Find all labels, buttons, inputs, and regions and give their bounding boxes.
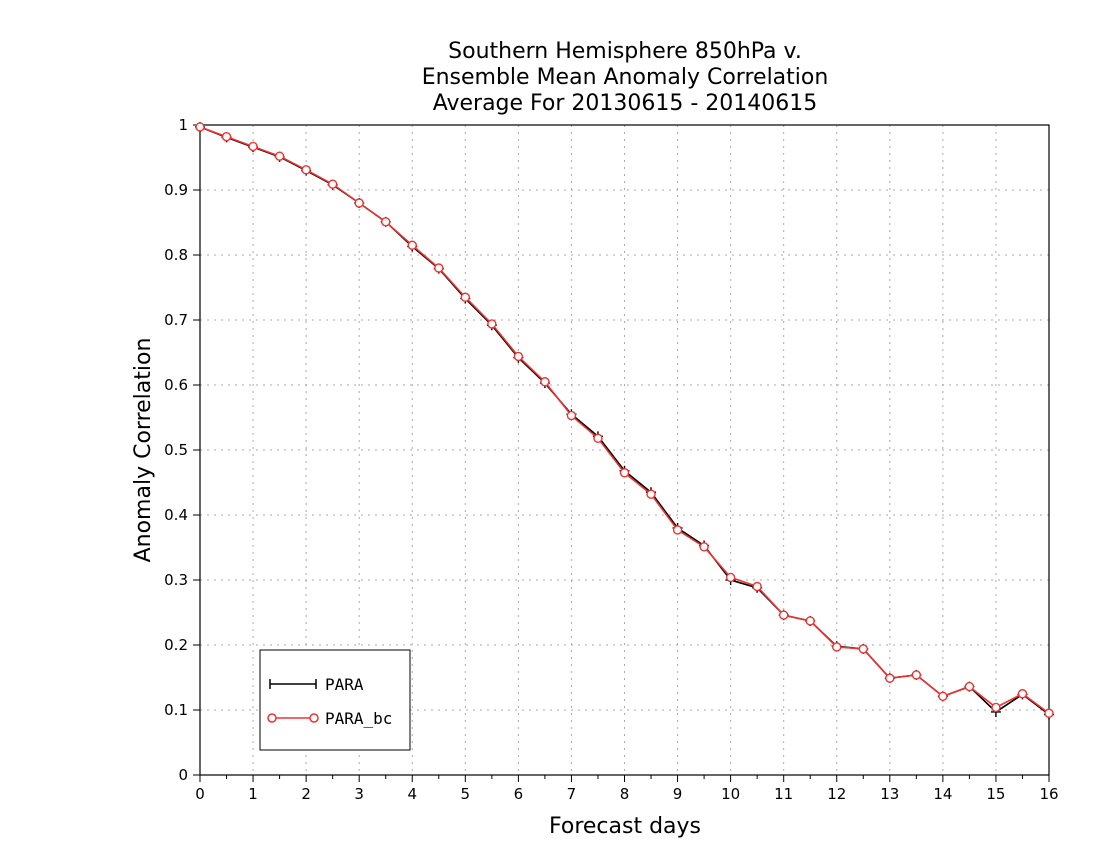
data-point bbox=[593, 433, 603, 443]
y-tick-label: 0.1 bbox=[164, 701, 188, 719]
x-tick-label: 15 bbox=[986, 785, 1005, 803]
y-tick-label: 0.5 bbox=[164, 441, 188, 459]
x-tick-label: 14 bbox=[933, 785, 952, 803]
y-tick-label: 0.7 bbox=[164, 311, 188, 329]
x-tick-label: 9 bbox=[673, 785, 683, 803]
x-tick-label: 6 bbox=[514, 785, 524, 803]
x-tick-label: 7 bbox=[567, 785, 577, 803]
chart-title: Southern Hemisphere 850hPa v. Ensemble M… bbox=[422, 39, 829, 116]
data-point bbox=[540, 377, 550, 387]
legend-box bbox=[259, 649, 411, 751]
data-point bbox=[1044, 708, 1054, 718]
data-point bbox=[991, 702, 1001, 713]
y-tick-label: 0.8 bbox=[164, 246, 188, 264]
x-tick-label: 8 bbox=[620, 785, 630, 803]
data-point bbox=[381, 217, 391, 227]
x-tick-label: 11 bbox=[774, 785, 793, 803]
x-tick-label: 10 bbox=[721, 785, 740, 803]
chart-title-line-3: Average For 20130615 - 20140615 bbox=[433, 91, 818, 116]
legend-circle-icon bbox=[309, 713, 319, 723]
y-axis: 0 0.1 0.2 0.3 0.4 0.5 0.6 0.7 0.8 0.9 1 bbox=[164, 116, 200, 784]
data-point bbox=[752, 581, 762, 592]
data-point bbox=[221, 131, 232, 142]
chart-title-line-2: Ensemble Mean Anomaly Correlation bbox=[422, 65, 829, 90]
data-point bbox=[646, 489, 656, 499]
data-point bbox=[487, 319, 497, 329]
legend-item-para: PARA bbox=[269, 675, 364, 694]
data-point bbox=[725, 572, 736, 583]
y-tick-label: 0.3 bbox=[164, 571, 188, 589]
x-tick-label: 2 bbox=[301, 785, 311, 803]
x-tick-label: 0 bbox=[195, 785, 205, 803]
x-tick-label: 4 bbox=[407, 785, 417, 803]
y-tick-label: 1 bbox=[178, 116, 188, 134]
data-point bbox=[885, 673, 895, 683]
legend-item-para-bc: PARA_bc bbox=[267, 709, 392, 728]
x-tick-label: 16 bbox=[1039, 785, 1058, 803]
data-point bbox=[566, 410, 577, 421]
y-axis-label: Anomaly Correlation bbox=[131, 338, 156, 563]
legend-label-para: PARA bbox=[325, 675, 364, 694]
x-tick-label: 3 bbox=[354, 785, 364, 803]
series-layer bbox=[195, 121, 1054, 720]
data-point bbox=[778, 610, 789, 620]
data-point bbox=[911, 670, 922, 680]
data-point bbox=[938, 691, 948, 702]
data-point bbox=[301, 165, 311, 175]
y-tick-label: 0.6 bbox=[164, 376, 188, 394]
x-axis: 0 1 2 3 4 5 6 7 8 9 10 11 12 13 14 15 16 bbox=[195, 775, 1059, 803]
legend-circle-icon bbox=[267, 713, 277, 723]
data-point bbox=[805, 616, 815, 626]
data-point bbox=[274, 151, 285, 161]
data-point bbox=[354, 198, 364, 208]
x-axis-label: Forecast days bbox=[549, 814, 701, 839]
y-tick-label: 0.2 bbox=[164, 636, 188, 654]
legend-label-para-bc: PARA_bc bbox=[325, 709, 392, 728]
data-point bbox=[195, 122, 205, 132]
legend-plus-icon bbox=[269, 679, 317, 689]
data-point bbox=[407, 240, 417, 250]
data-point bbox=[434, 263, 444, 273]
y-tick-label: 0 bbox=[178, 766, 188, 784]
data-point bbox=[327, 179, 338, 189]
data-point bbox=[619, 468, 630, 478]
data-point bbox=[248, 141, 258, 152]
series-para-bc bbox=[195, 122, 1054, 718]
data-point bbox=[672, 525, 683, 535]
chart-title-line-1: Southern Hemisphere 850hPa v. bbox=[448, 39, 802, 64]
data-point bbox=[832, 642, 842, 652]
y-tick-label: 0.4 bbox=[164, 506, 188, 524]
data-point bbox=[858, 644, 868, 654]
data-point bbox=[460, 292, 471, 302]
legend: PARA PARA_bc bbox=[259, 649, 411, 751]
data-point bbox=[1017, 689, 1028, 699]
data-point bbox=[964, 681, 975, 692]
x-tick-label: 5 bbox=[461, 785, 471, 803]
x-tick-label: 12 bbox=[827, 785, 846, 803]
data-point bbox=[699, 542, 709, 552]
x-tick-label: 1 bbox=[248, 785, 258, 803]
data-point bbox=[513, 351, 524, 362]
y-tick-label: 0.9 bbox=[164, 181, 188, 199]
x-tick-label: 13 bbox=[880, 785, 899, 803]
